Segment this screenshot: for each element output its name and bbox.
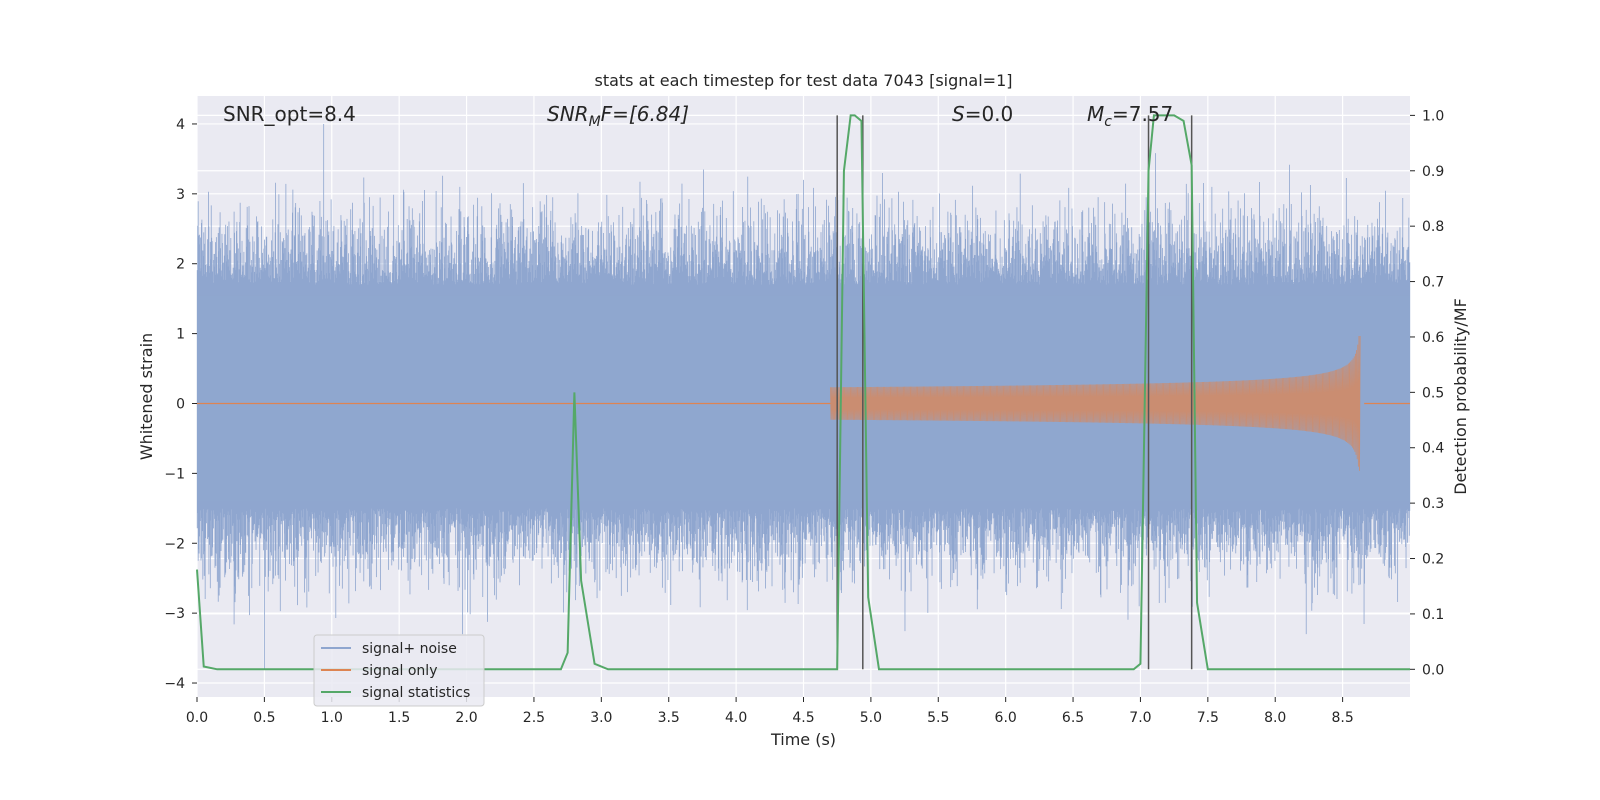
legend-label-signal-noise: signal+ noise: [362, 641, 457, 657]
s-rest: =0.0: [965, 102, 1014, 126]
x-tick-label-1: 0.5: [253, 710, 275, 726]
y-right-tick-label-0: 0.0: [1422, 662, 1444, 678]
x-tick-label-12: 6.0: [995, 710, 1017, 726]
y-right-tick-label-5: 0.5: [1422, 385, 1444, 401]
mc-rest: =7.57: [1112, 102, 1173, 126]
annotation-snr-opt: SNR_opt=8.4: [223, 102, 356, 126]
x-tick-label-6: 3.0: [590, 710, 612, 726]
stats-layer: [196, 114, 1410, 671]
legend-box: [313, 634, 485, 707]
x-tick-label-2: 1.0: [321, 710, 343, 726]
y-right-tick-label-2: 0.2: [1422, 552, 1444, 568]
x-tick-label-13: 6.5: [1062, 710, 1084, 726]
x-tick-label-0: 0.0: [186, 710, 208, 726]
y-right-tick-label-3: 0.3: [1422, 496, 1444, 512]
y-right-tick-label-9: 0.9: [1422, 164, 1444, 180]
legend-label-signal-only: signal only: [362, 663, 437, 679]
x-ticks: 0.0 0.5 1.0 1.5 2.0 2.5 3.0 3.5 4.0 4.5 5.0 5.5 6.0 6…: [186, 697, 1354, 726]
x-tick-label-5: 2.5: [523, 710, 545, 726]
x-tick-label-14: 7.0: [1129, 710, 1151, 726]
annotation-mc: Mc=7.57: [1087, 102, 1173, 130]
y-axis-label-right: Detection probability/MF: [1451, 298, 1470, 495]
y-left-tick-label-7: 3: [176, 187, 185, 203]
y-ticks-left: −4 −3 −2 −1 0 1 2 3 4: [164, 117, 197, 692]
chart-title: stats at each timestep for test data 704…: [594, 71, 1012, 90]
series-signal-only: [830, 336, 1361, 471]
x-tick-label-9: 4.5: [792, 710, 814, 726]
x-tick-label-16: 8.0: [1264, 710, 1286, 726]
annotation-snr-mf: SNRMF=[6.84]: [547, 102, 689, 130]
x-tick-label-10: 5.0: [860, 710, 882, 726]
snr-mf-rest: F=[6.84]: [601, 102, 689, 126]
legend: signal+ noise signal only signal statist…: [313, 634, 485, 707]
s-var: S: [952, 102, 965, 126]
chirp-layer: [197, 336, 1410, 471]
x-tick-label-4: 2.0: [455, 710, 477, 726]
y-left-tick-label-3: −1: [164, 466, 185, 482]
x-axis-label: Time (s): [770, 730, 836, 749]
series-signal-statistics: [196, 114, 1410, 671]
x-tick-label-15: 7.5: [1197, 710, 1219, 726]
y-right-tick-label-1: 0.1: [1422, 607, 1444, 623]
y-right-tick-label-6: 0.6: [1422, 330, 1444, 346]
y-left-tick-label-2: −2: [164, 536, 185, 552]
mc-var: M: [1087, 102, 1104, 126]
y-left-tick-label-1: −3: [164, 606, 185, 622]
x-tick-label-8: 4.0: [725, 710, 747, 726]
y-left-tick-label-6: 2: [176, 257, 185, 273]
y-right-tick-label-4: 0.4: [1422, 441, 1444, 457]
y-left-tick-label-0: −4: [164, 676, 185, 692]
x-tick-label-3: 1.5: [388, 710, 410, 726]
y-right-tick-label-10: 1.0: [1422, 108, 1444, 124]
y-ticks-right: 0.0 0.1 0.2 0.3 0.4 0.5 0.6 0.7 0.8 0.9 1.0: [1410, 108, 1444, 678]
mc-sub: c: [1104, 114, 1112, 130]
snr-mf-main: SNR: [547, 102, 589, 126]
x-tick-label-11: 5.5: [927, 710, 949, 726]
x-tick-label-17: 8.5: [1331, 710, 1353, 726]
legend-label-signal-statistics: signal statistics: [362, 685, 470, 701]
y-left-tick-label-4: 0: [176, 396, 185, 412]
y-left-tick-label-8: 4: [176, 117, 185, 133]
y-right-tick-label-8: 0.8: [1422, 219, 1444, 235]
y-right-tick-label-7: 0.7: [1422, 275, 1444, 291]
x-tick-label-7: 3.5: [658, 710, 680, 726]
y-left-tick-label-5: 1: [176, 327, 185, 343]
y-axis-label-left: Whitened strain: [137, 333, 156, 460]
annotation-s: S=0.0: [952, 102, 1013, 126]
snr-mf-sub: M: [589, 114, 601, 130]
